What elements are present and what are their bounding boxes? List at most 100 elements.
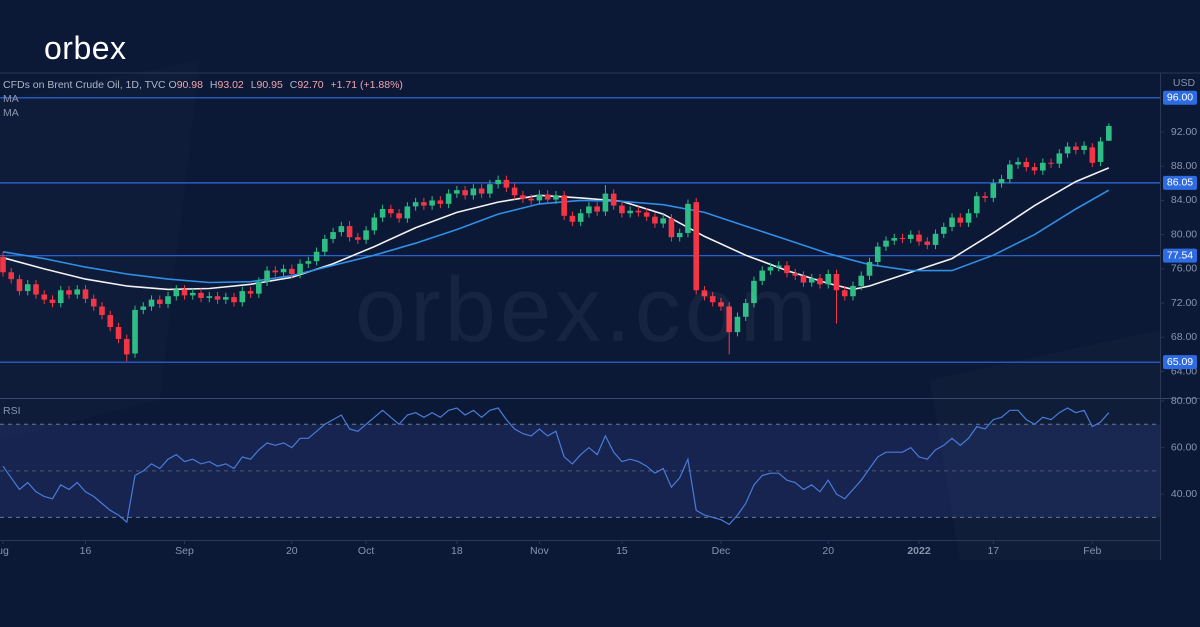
legend-field: H <box>209 79 218 91</box>
candle-body <box>643 212 650 217</box>
candle-body <box>1007 164 1013 180</box>
y-tick-label: 76.00 <box>1171 263 1197 275</box>
candle-body <box>313 251 320 262</box>
x-tick-label: Sep <box>175 545 194 557</box>
candle-body <box>858 275 865 286</box>
level-label: 96.00 <box>1167 92 1193 104</box>
candle-body <box>990 183 997 198</box>
candle-body <box>429 200 435 206</box>
candle-body <box>478 188 485 194</box>
rsi-line <box>2 407 1110 526</box>
x-tick-label: Feb <box>1083 545 1101 557</box>
candle-body <box>123 338 130 355</box>
candle-body <box>66 290 72 295</box>
candle-body <box>866 262 873 276</box>
candle-body <box>577 213 584 222</box>
candle-body <box>264 270 270 282</box>
candle-body <box>569 215 576 222</box>
candle-body <box>355 237 361 240</box>
candle-body <box>99 306 105 316</box>
candle-body <box>586 206 592 214</box>
x-tick-label: Oct <box>358 545 374 557</box>
candle-body <box>561 195 567 216</box>
candle-body <box>371 217 378 231</box>
y-tick-label: 68.00 <box>1171 331 1197 343</box>
candle-body <box>280 268 287 273</box>
candle-body <box>825 273 832 285</box>
candle-body <box>1073 146 1079 150</box>
candle-body <box>57 290 64 304</box>
candle-body <box>272 270 279 273</box>
candle-body <box>470 188 477 196</box>
candle-body <box>800 275 807 283</box>
candle-body <box>1089 147 1096 163</box>
candle-body <box>49 299 56 304</box>
change-value: +1.71 (+1.88%) <box>330 79 403 91</box>
legend-field: C <box>289 79 298 91</box>
candle-body <box>693 202 699 291</box>
legend-value: 90.95 <box>256 79 283 91</box>
candle-body <box>165 296 171 304</box>
candle-body <box>1081 145 1087 150</box>
candle-body <box>726 306 733 333</box>
candle-body <box>1106 126 1112 141</box>
y-tick-label: 40.00 <box>1171 488 1197 500</box>
candle-body <box>916 234 922 242</box>
candle-body <box>107 315 114 328</box>
candle-body <box>602 193 609 212</box>
x-tick-label: 15 <box>616 545 628 557</box>
candle-body <box>808 278 815 283</box>
candle-body <box>305 261 312 264</box>
candle-body <box>156 299 163 304</box>
candle-body <box>0 256 6 273</box>
level-label-box <box>1163 355 1197 370</box>
candle-body <box>239 291 246 303</box>
moving-average <box>2 167 1110 291</box>
candle-body <box>784 265 790 274</box>
candle-body <box>850 285 856 297</box>
candle-body <box>833 273 840 291</box>
candle-body <box>363 230 369 240</box>
candle-body <box>16 279 23 292</box>
legend-value: 92.70 <box>297 79 324 91</box>
candle-body <box>90 298 97 307</box>
candle-body <box>536 194 543 201</box>
candle-body <box>940 226 947 234</box>
candle-body <box>734 316 741 333</box>
candle-body <box>1056 153 1063 164</box>
candle-body <box>222 297 229 300</box>
candle-body <box>132 309 138 354</box>
overlay-legend: MA <box>3 107 19 119</box>
candle-body <box>668 218 675 238</box>
candle-body <box>660 218 666 224</box>
candle-body <box>792 273 799 276</box>
x-tick-label: Dec <box>712 545 731 557</box>
moving-average <box>2 189 1110 284</box>
candle-body <box>462 190 468 196</box>
level-label: 77.54 <box>1167 249 1193 261</box>
y-tick-label: 88.00 <box>1171 160 1197 172</box>
candle-body <box>322 238 328 252</box>
candle-body <box>594 206 600 212</box>
candle-body <box>1048 162 1054 164</box>
x-tick-label: 17 <box>987 545 999 557</box>
unit-label: USD <box>1173 77 1196 89</box>
candle-body <box>635 210 642 213</box>
level-label: 65.09 <box>1167 356 1193 368</box>
candle-body <box>685 203 691 233</box>
candle-body <box>297 263 303 274</box>
candle-body <box>231 297 237 303</box>
logo: orbex <box>44 30 127 66</box>
candle-body <box>206 296 213 298</box>
candle-body <box>874 246 881 263</box>
candle-body <box>330 232 336 239</box>
candle-body <box>1040 162 1046 171</box>
candle-body <box>82 289 89 299</box>
candle-body <box>998 179 1005 184</box>
x-tick-label: Nov <box>530 545 549 557</box>
candle-body <box>751 280 757 304</box>
candle-body <box>553 195 559 200</box>
candle-body <box>247 291 254 294</box>
candle-body <box>528 198 534 201</box>
y-tick-label: 72.00 <box>1171 297 1197 309</box>
